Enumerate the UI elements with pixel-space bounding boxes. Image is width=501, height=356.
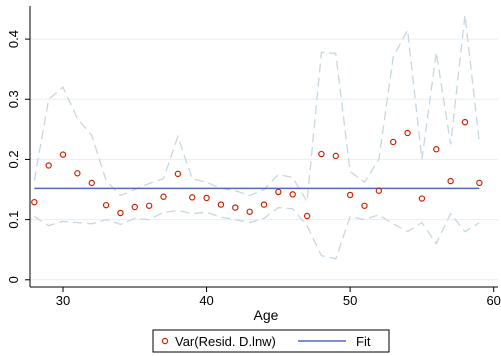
data-point-46: [289, 191, 296, 198]
x-tick-label-2: 50: [343, 293, 357, 308]
y-ticks: 0 0.1 0.2 0.3 0.4: [6, 30, 30, 283]
data-point-33: [102, 201, 110, 209]
data-point-40: [203, 194, 210, 202]
data-point-47: [303, 212, 311, 220]
data-point-41: [217, 201, 225, 208]
data-point-43: [246, 208, 253, 215]
data-point-32: [88, 179, 95, 187]
axes: [29, 6, 498, 288]
data-point-48: [318, 150, 325, 158]
data-point-38: [174, 170, 182, 178]
legend-box: [152, 329, 390, 353]
data-point-59: [476, 179, 483, 187]
band-lower-line: [33, 206, 480, 260]
legend-label-var-resid: Var(Resid. D.lnw): [175, 334, 276, 349]
plot-area: [30, 6, 498, 287]
confidence-band: [33, 14, 480, 260]
data-point-44: [260, 201, 268, 208]
data-point-58: [461, 118, 469, 126]
x-ticks: 30 40 50 60: [56, 287, 501, 308]
y-tick-label-1: 0.1: [6, 211, 21, 229]
y-tick-label-2: 0.2: [6, 150, 21, 168]
data-point-50: [346, 191, 354, 199]
data-point-45: [275, 188, 282, 196]
x-tick-label-0: 30: [56, 293, 70, 308]
data-point-52: [375, 187, 383, 194]
data-point-54: [404, 129, 411, 137]
data-point-53: [390, 138, 397, 146]
data-point-37: [160, 193, 167, 200]
y-tick-label-0: 0: [6, 276, 21, 283]
data-point-36: [145, 202, 153, 209]
data-point-29: [45, 162, 52, 169]
data-point-35: [131, 203, 138, 211]
data-point-31: [74, 170, 81, 177]
data-point-28: [31, 198, 38, 206]
data-point-39: [189, 194, 196, 201]
data-point-57: [447, 177, 454, 185]
data-point-56: [433, 146, 440, 153]
x-tick-label-1: 40: [199, 293, 213, 308]
data-point-49: [332, 152, 339, 160]
legend: Var(Resid. D.lnw) Fit: [152, 329, 390, 353]
legend-marker-var-resid: [161, 337, 169, 345]
x-tick-label-3: 60: [486, 293, 500, 308]
band-upper-line: [33, 14, 480, 204]
x-axis-title: Age: [254, 307, 279, 323]
data-point-51: [361, 202, 368, 209]
legend-label-fit: Fit: [356, 334, 371, 349]
data-point-30: [59, 151, 67, 158]
y-tick-label-3: 0.3: [6, 90, 21, 108]
data-point-55: [418, 195, 426, 202]
y-tick-label-4: 0.4: [6, 30, 21, 48]
data-point-42: [232, 204, 239, 211]
data-point-34: [117, 209, 124, 217]
data-points: [31, 118, 483, 220]
